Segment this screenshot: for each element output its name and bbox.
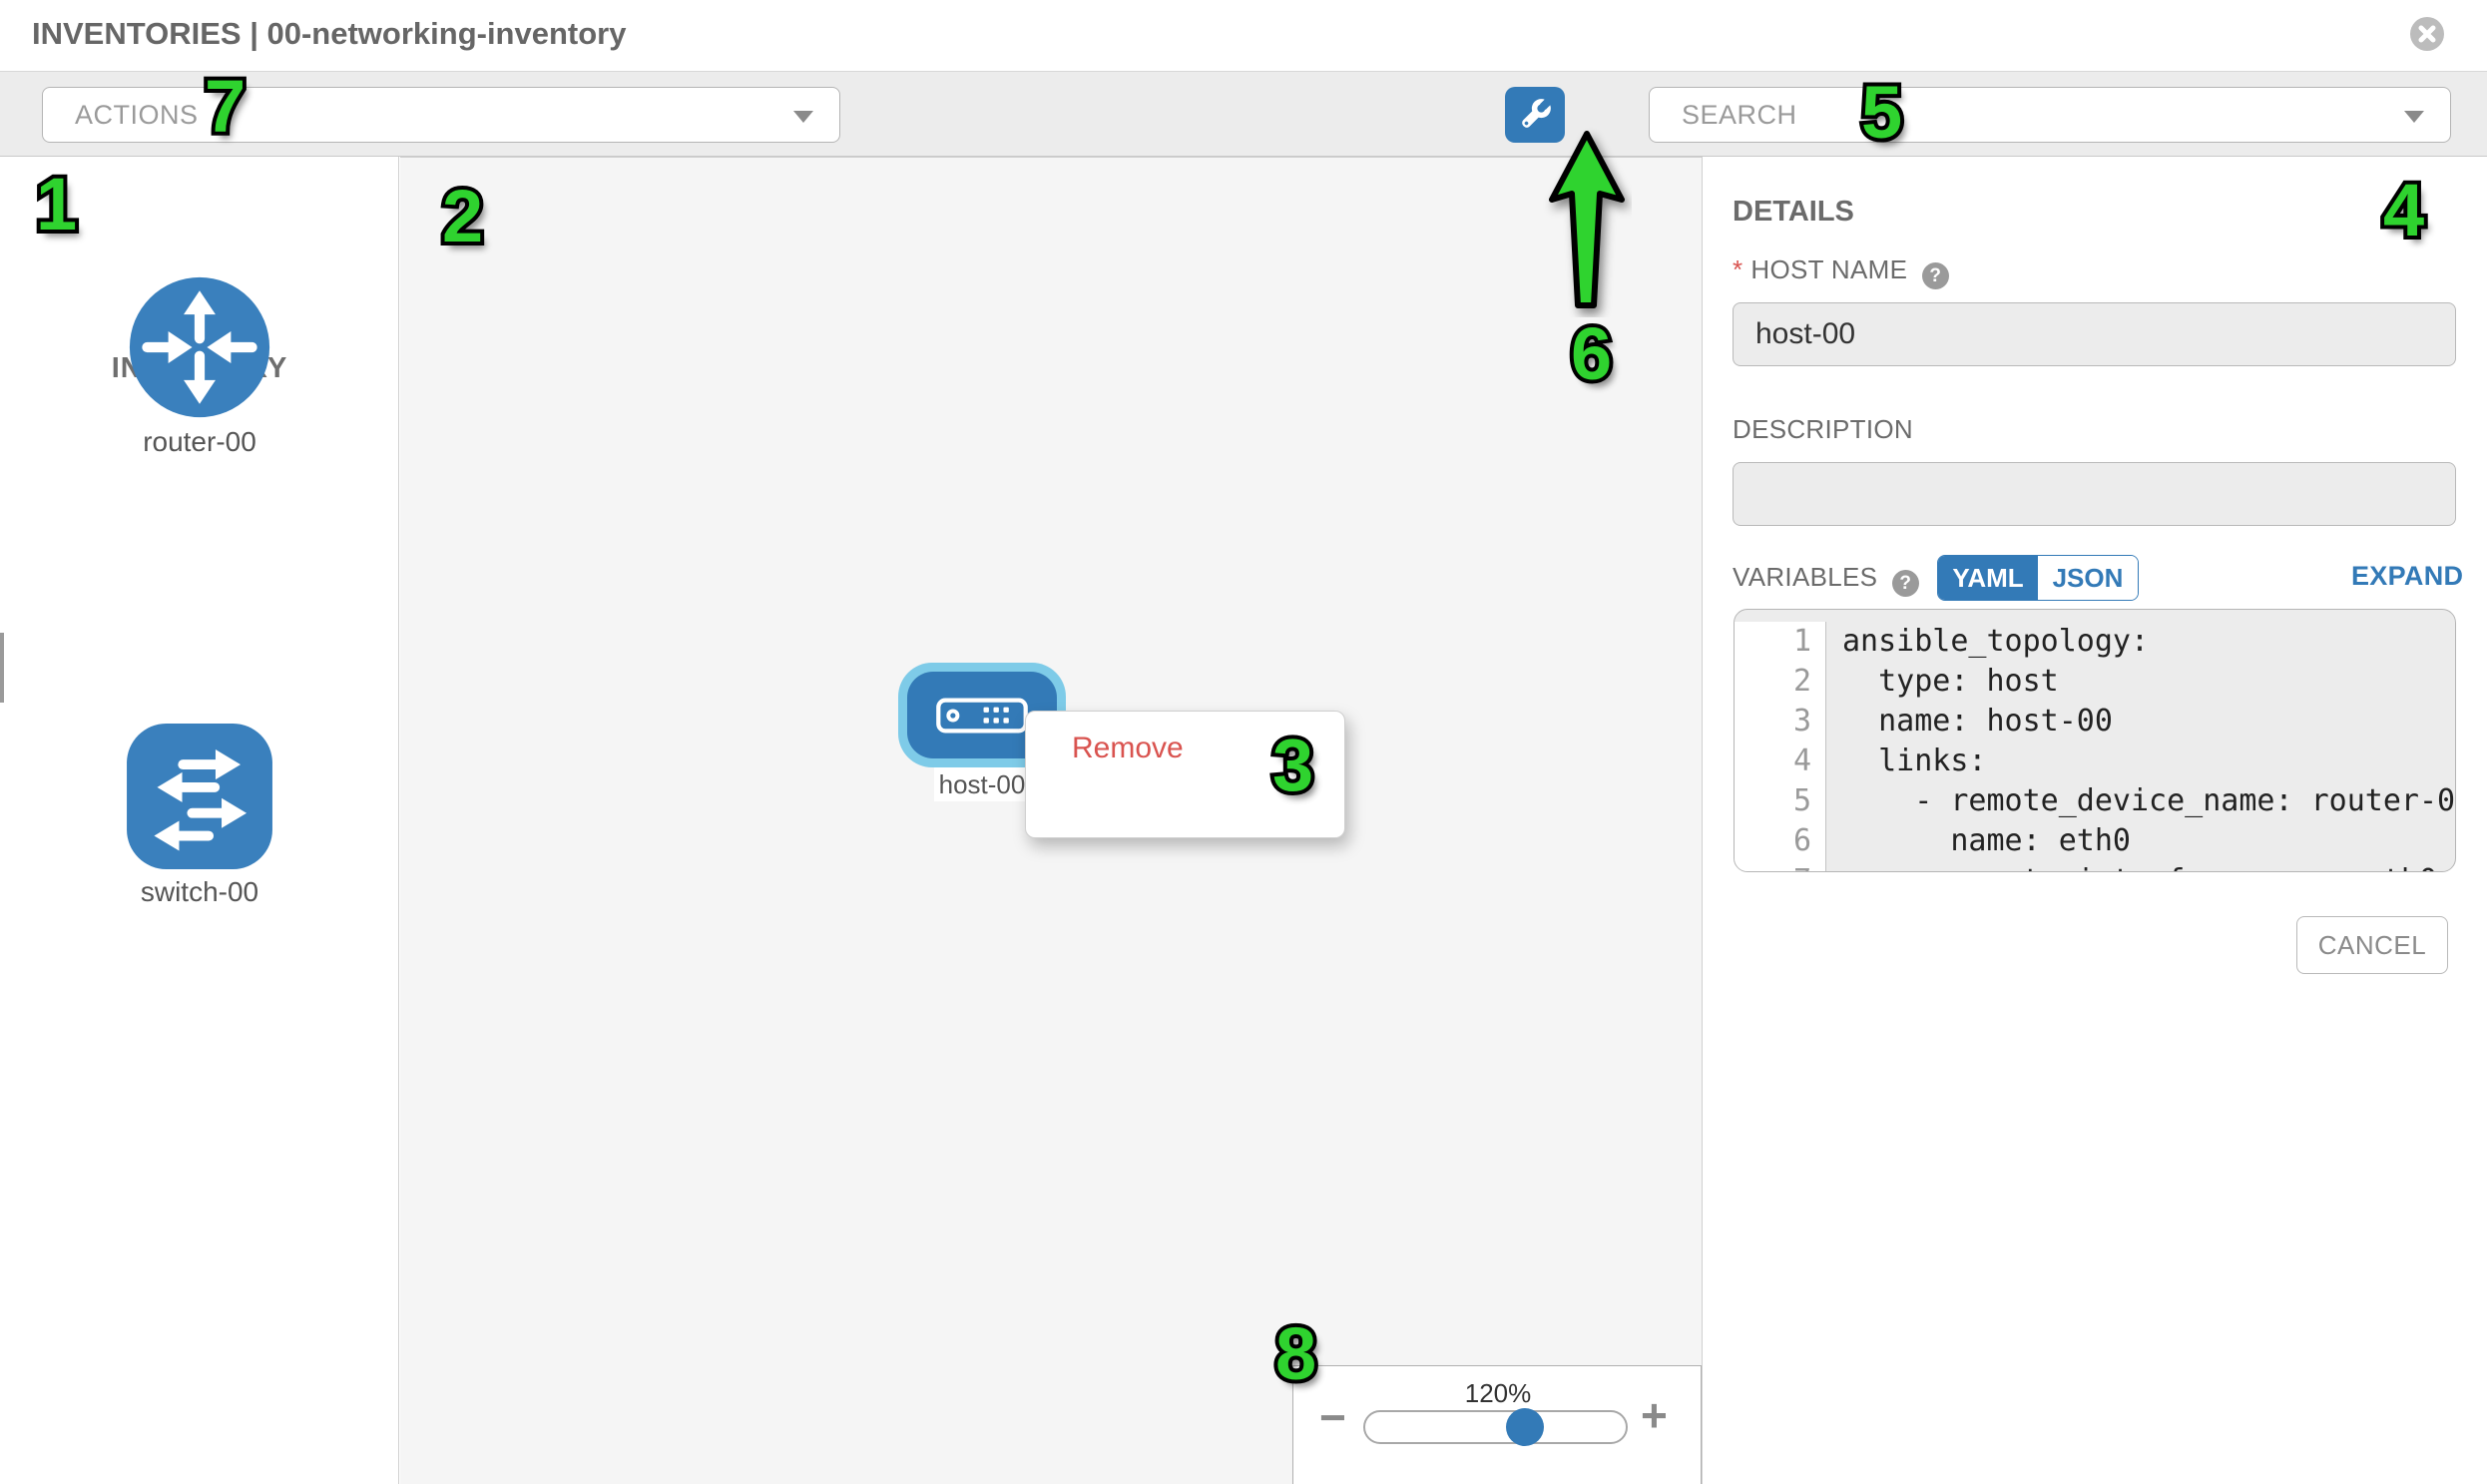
code-line: 1 ansible_topology: <box>1735 622 2455 662</box>
host-icon <box>936 698 1028 733</box>
wrench-icon <box>1522 97 1553 128</box>
x-glyph <box>2418 25 2436 43</box>
toolbar: ACTIONS <box>0 71 2487 211</box>
inventory-sidebar: INVENTORY router-00 <box>0 157 399 1484</box>
node-context-menu: Details Remove <box>1025 711 1345 838</box>
expand-link[interactable]: EXPAND <box>2351 561 2464 591</box>
host-name-label: HOST NAME <box>1750 254 1908 284</box>
switch-icon <box>127 724 272 869</box>
details-panel-title: DETAILS <box>1733 196 1854 228</box>
annotation-6: 6 <box>1567 308 1616 399</box>
variables-format-toggle: YAML JSON <box>1937 555 2139 601</box>
search-dropdown-label: SEARCH <box>1682 99 1797 130</box>
variables-code-editor[interactable]: 1 ansible_topology: 2 type: host 3 name: … <box>1734 609 2456 872</box>
help-icon[interactable]: ? <box>1891 570 1919 597</box>
host-name-label-row: * HOST NAME ? <box>1733 254 1949 289</box>
annotation-3: 3 <box>1268 720 1317 810</box>
zoom-slider-track[interactable] <box>1363 1410 1628 1444</box>
annotation-arrow-up <box>1549 131 1625 308</box>
search-dropdown[interactable]: SEARCH <box>1649 87 2451 143</box>
variables-label: VARIABLES <box>1733 562 1878 592</box>
zoom-out-button[interactable]: − <box>1319 1391 1346 1443</box>
zoom-in-button[interactable]: + <box>1641 1389 1668 1441</box>
code-line: 5 - remote_device_name: router-00 <box>1735 781 2455 821</box>
sidebar-scrollbar[interactable] <box>0 633 4 703</box>
code-line: 3 name: host-00 <box>1735 702 2455 742</box>
caret-down-icon <box>2404 111 2424 123</box>
annotation-4: 4 <box>2379 165 2428 255</box>
annotation-5: 5 <box>1857 67 1906 158</box>
required-asterisk: * <box>1733 254 1743 284</box>
description-label: DESCRIPTION <box>1733 414 1913 444</box>
router-icon <box>129 276 270 418</box>
header-bar: INVENTORIES | 00-networking-inventory <box>0 0 2487 71</box>
annotation-8: 8 <box>1271 1308 1320 1399</box>
help-icon[interactable]: ? <box>1921 262 1949 289</box>
annotation-7: 7 <box>201 61 249 152</box>
zoom-percent-value: 120% <box>1464 1378 1532 1408</box>
zoom-control-panel: 120% − + <box>1292 1365 1702 1484</box>
close-icon[interactable] <box>2410 17 2444 51</box>
details-panel: DETAILS *HOST NAME ? DESCRIPTION VARIABL… <box>1702 157 2487 1484</box>
actions-dropdown[interactable]: ACTIONS <box>42 87 840 143</box>
zoom-slider-thumb[interactable] <box>1506 1408 1544 1446</box>
code-line: 6 name: eth0 <box>1735 821 2455 861</box>
palette-item-switch[interactable]: switch-00 <box>124 721 275 907</box>
cancel-button[interactable]: CANCEL <box>2296 916 2448 974</box>
actions-dropdown-label: ACTIONS <box>75 99 199 130</box>
palette-item-label: switch-00 <box>140 876 259 907</box>
context-menu-item-remove[interactable]: Remove <box>1072 732 1184 764</box>
code-line: 4 links: <box>1735 742 2455 781</box>
caret-down-icon <box>793 111 813 123</box>
variables-label-row: VARIABLES ? <box>1733 562 1919 597</box>
description-input[interactable] <box>1733 462 2456 526</box>
toggle-json[interactable]: JSON <box>2038 556 2138 600</box>
toggle-yaml[interactable]: YAML <box>1938 556 2038 600</box>
annotation-2: 2 <box>438 171 487 261</box>
palette-item-label: router-00 <box>143 426 256 457</box>
host-node-label: host-00 <box>934 767 1030 801</box>
palette-item-router[interactable]: router-00 <box>127 274 272 457</box>
code-line: 7 remote_interface_name: eth0 <box>1735 861 2455 871</box>
host-name-input[interactable] <box>1733 302 2456 366</box>
toolbar-wrench-button[interactable] <box>1505 87 1565 143</box>
annotation-1: 1 <box>32 159 81 249</box>
code-line: 2 type: host <box>1735 662 2455 702</box>
page-title: INVENTORIES | 00-networking-inventory <box>32 16 627 51</box>
